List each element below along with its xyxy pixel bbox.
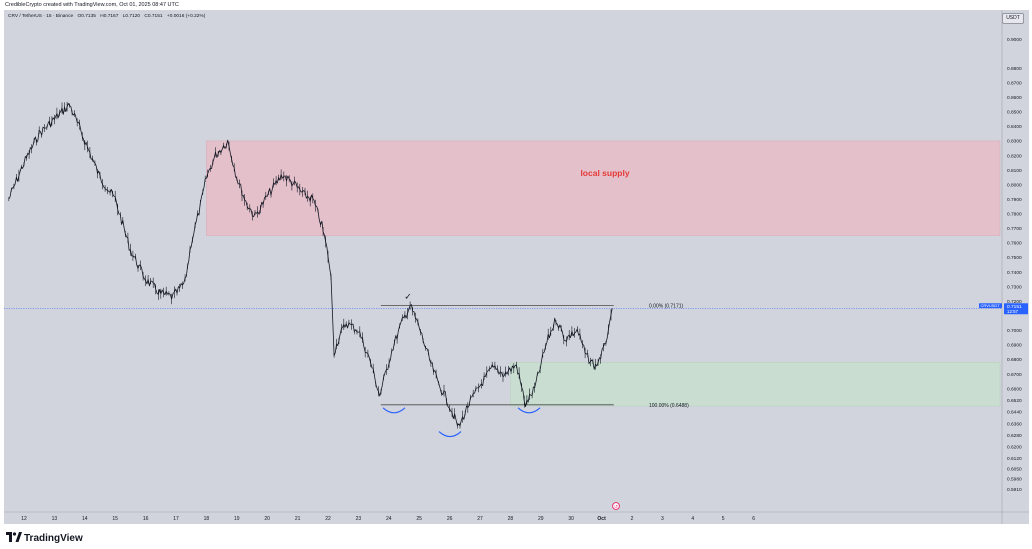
price-tag-box [1004,303,1028,315]
tradingview-logo-icon [6,531,22,545]
x-tick-label: 23 [356,516,362,522]
y-tick-label: 0.7000 [1007,328,1022,334]
chart-area[interactable]: local supply 0.00% (0.7171) 100.00% (0.648… [4,10,1029,524]
chart-svg[interactable]: local supply 0.00% (0.7171) 100.00% (0.648… [4,10,1029,524]
y-tick-label: 0.7900 [1007,197,1022,203]
y-tick-label: 0.8000 [1007,182,1022,188]
price-tag-symbol [979,303,1002,309]
change-value: +0.0016 (+0.22%) [166,14,206,19]
x-tick-label: 3 [661,516,664,522]
y-tick-label: 0.6120 [1007,456,1022,462]
supply-zone-label: local supply [580,168,629,178]
y-tick-label: 0.5980 [1007,477,1022,483]
y-tick-label: 0.5910 [1007,487,1022,493]
check-mark-annotation: ✓ [404,291,412,301]
y-tick-label: 0.8700 [1007,80,1022,86]
y-tick-label: 0.6600 [1007,386,1022,392]
x-tick-label: 24 [386,516,392,522]
y-tick-label: 0.9000 [1007,37,1022,43]
supply-zone[interactable] [206,140,1001,236]
x-tick-label: 17 [173,516,179,522]
y-tick-label: 0.8200 [1007,153,1022,159]
y-tick-label: 0.8100 [1007,168,1022,174]
y-tick-label: 0.6050 [1007,466,1022,472]
tradingview-logo-text: TradingView [24,532,83,544]
open-value: O0.7135 [77,14,96,19]
y-tick-label: 0.7800 [1007,212,1022,218]
footer: TradingView [0,527,1032,549]
fib-level-0-label: 0.00% (0.7171) [649,303,684,309]
y-tick-label: 0.7400 [1007,270,1022,276]
fib-level-100-label: 100.00% (0.6488) [649,403,689,409]
event-marker-icon[interactable] [612,502,620,510]
price-tag-countdown: 12:57 [1007,309,1019,314]
symbol-info-bar: CRV / TetherUS · 15 · Binance O0.7135 H0… [8,14,208,19]
price-series-wicks [8,101,612,429]
y-tick-label: 0.7200 [1007,299,1022,305]
x-tick-label: 19 [234,516,240,522]
tradingview-logo[interactable]: TradingView [6,531,83,545]
price-tag-symbol-text: CRVUSDT [981,303,1001,308]
chart-caption: CredibleCrypto created with TradingView.… [5,2,179,8]
demand-zone[interactable] [510,362,1001,407]
y-tick-label: 0.6800 [1007,357,1022,363]
currency-button[interactable]: USDT [1002,13,1024,24]
y-tick-label: 0.6440 [1007,410,1022,416]
y-tick-label: 0.8500 [1007,110,1022,116]
x-tick-label: 15 [112,516,118,522]
x-tick-label: 30 [568,516,574,522]
low-value: L0.7120 [122,14,141,19]
x-tick-label: 20 [264,516,270,522]
x-tick-label: 2 [631,516,634,522]
price-tag-price: 0.7151 [1007,304,1022,310]
bottom-arc-2[interactable] [438,431,462,438]
x-tick-label: 12 [21,516,27,522]
event-marker-glyph: ↺ [614,504,618,509]
x-tick-label: 4 [691,516,694,522]
y-tick-label: 0.6700 [1007,372,1022,378]
y-tick-label: 0.8400 [1007,124,1022,130]
y-tick-label: 0.7700 [1007,226,1022,232]
x-tick-label: 29 [538,516,544,522]
y-tick-label: 0.6360 [1007,421,1022,427]
bottom-arc-1[interactable] [382,407,406,414]
y-tick-label: 0.7600 [1007,241,1022,247]
close-value: C0.7151 [144,14,163,19]
x-tick-label: 18 [204,516,210,522]
x-tick-label: 26 [447,516,453,522]
x-tick-label: 13 [52,516,58,522]
y-tick-label: 0.8600 [1007,95,1022,101]
symbol-name[interactable]: CRV / TetherUS · 15 · Binance [8,14,74,19]
x-tick-label: 6 [752,516,755,522]
y-tick-label: 0.6900 [1007,343,1022,349]
y-tick-label: 0.6520 [1007,398,1022,404]
bottom-arc-3[interactable] [517,407,541,414]
x-tick-label: 27 [477,516,483,522]
y-tick-label: 0.6280 [1007,433,1022,439]
x-tick-label: 5 [722,516,725,522]
x-tick-label: 25 [416,516,422,522]
x-tick-label: 14 [82,516,88,522]
x-tick-label: 22 [325,516,331,522]
y-tick-label: 0.7500 [1007,255,1022,261]
x-tick-label: 21 [295,516,301,522]
y-tick-label: 0.7300 [1007,284,1022,290]
y-tick-label: 0.6200 [1007,445,1022,451]
x-tick-label: 28 [508,516,514,522]
high-value: H0.7167 [100,14,119,19]
x-tick-label: Oct [597,516,606,522]
y-tick-label: 0.8800 [1007,66,1022,72]
y-tick-label: 0.8300 [1007,139,1022,145]
x-tick-label: 16 [143,516,149,522]
